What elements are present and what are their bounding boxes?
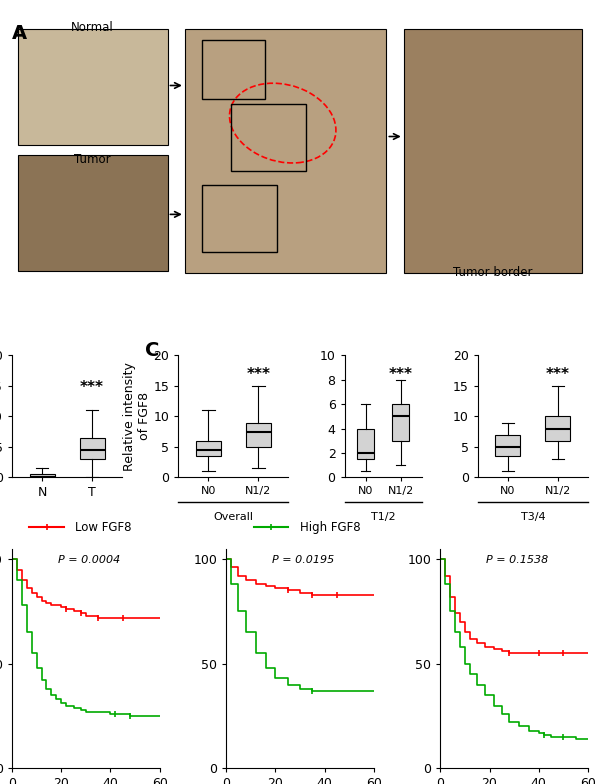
FancyBboxPatch shape — [185, 29, 386, 274]
Text: High FGF8: High FGF8 — [300, 521, 361, 534]
PathPatch shape — [29, 474, 55, 477]
Text: P = 0.0004: P = 0.0004 — [58, 555, 120, 565]
Y-axis label: Relative intensity
of FGF8: Relative intensity of FGF8 — [122, 362, 151, 471]
FancyBboxPatch shape — [18, 155, 167, 270]
Text: C: C — [145, 341, 160, 360]
FancyBboxPatch shape — [18, 29, 167, 144]
PathPatch shape — [80, 437, 104, 459]
Text: ***: *** — [389, 367, 413, 383]
PathPatch shape — [196, 441, 221, 456]
PathPatch shape — [357, 429, 374, 459]
Text: Overall: Overall — [214, 512, 253, 521]
Text: Tumor border: Tumor border — [453, 266, 533, 279]
Text: T3/4: T3/4 — [521, 512, 545, 521]
Text: P = 0.0195: P = 0.0195 — [272, 555, 334, 565]
Text: A: A — [12, 24, 27, 43]
Text: Tumor: Tumor — [74, 153, 111, 165]
FancyBboxPatch shape — [404, 29, 582, 274]
Text: ***: *** — [546, 367, 570, 383]
PathPatch shape — [246, 423, 271, 447]
PathPatch shape — [545, 416, 571, 441]
Text: ***: *** — [247, 367, 271, 383]
Text: Normal: Normal — [71, 21, 114, 34]
Text: P = 0.1538: P = 0.1538 — [486, 555, 548, 565]
PathPatch shape — [392, 405, 409, 441]
Text: Low FGF8: Low FGF8 — [76, 521, 132, 534]
PathPatch shape — [496, 434, 520, 456]
Text: T1/2: T1/2 — [371, 512, 395, 521]
Text: ***: *** — [80, 380, 104, 395]
